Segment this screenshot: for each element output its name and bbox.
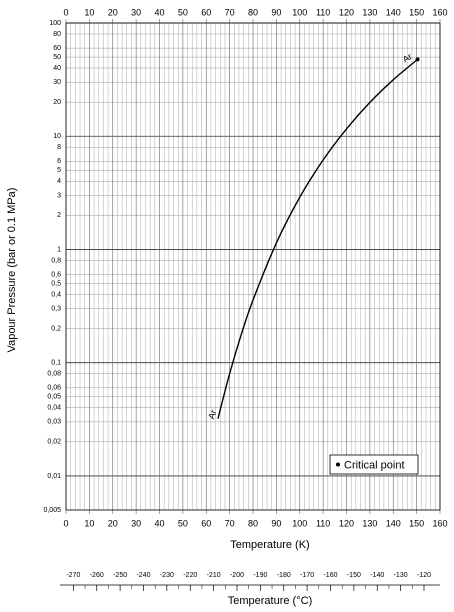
x-tick-label-top: 100: [292, 7, 307, 17]
x2-tick-label: -140: [370, 572, 384, 579]
y-tick-label: 0,5: [51, 280, 61, 287]
x-tick-label: 140: [386, 518, 401, 528]
x2-axis-title: Temperature (°C): [228, 595, 312, 607]
x2-tick-label: -260: [90, 572, 104, 579]
y-tick-label: 0,08: [47, 371, 61, 378]
y-axis-title: Vapour Pressure (bar or 0.1 MPa): [6, 188, 18, 353]
vapour-pressure-curve: [217, 58, 419, 419]
x-tick-label: 20: [108, 518, 118, 528]
x-tick-label: 50: [178, 518, 188, 528]
legend-box: [329, 454, 419, 475]
x-axis-title: Temperature (K): [230, 539, 309, 551]
y-tick-label: 100: [49, 20, 61, 27]
y-tick-label: 30: [53, 79, 61, 86]
legend-label: Critical point: [344, 459, 405, 471]
y-tick-label: 0,005: [43, 507, 61, 514]
x2-tick-label: -250: [113, 572, 127, 579]
x2-tick-label: -210: [207, 572, 221, 579]
y-tick-label: 6: [57, 158, 61, 165]
x2-tick-label: -150: [347, 572, 361, 579]
x-tick-label-top: 160: [432, 7, 447, 17]
x-tick-label: 110: [316, 518, 330, 528]
y-tick-label: 20: [53, 99, 61, 106]
x2-tick-label: -230: [160, 572, 174, 579]
x2-tick-label: -170: [300, 572, 314, 579]
y-tick-label: 50: [53, 54, 61, 61]
y-tick-label: 0,01: [47, 473, 61, 480]
x-tick-label: 130: [362, 518, 377, 528]
x-tick-label-top: 0: [63, 7, 68, 17]
x2-tick-label: -120: [417, 572, 431, 579]
y-tick-label: 0,06: [47, 385, 61, 392]
y-tick-label: 0,05: [47, 394, 61, 401]
y-tick-label: 0,8: [51, 257, 61, 264]
x-tick-label: 40: [154, 518, 164, 528]
x-tick-label-top: 130: [362, 7, 377, 17]
x-tick-label: 90: [271, 518, 281, 528]
y-tick-label: 10: [53, 133, 61, 140]
y-tick-label: 0,6: [51, 271, 61, 278]
x-tick-label: 30: [131, 518, 141, 528]
x-tick-label-top: 10: [84, 7, 94, 17]
x-tick-label-top: 50: [178, 7, 188, 17]
x-tick-label: 120: [339, 518, 354, 528]
y-tick-label: 0,1: [51, 360, 61, 367]
y-tick-label: 8: [57, 144, 61, 151]
x-tick-label: 0: [63, 518, 68, 528]
y-tick-label: 0,4: [51, 291, 61, 298]
y-tick-label: 4: [57, 178, 61, 185]
x-tick-label-top: 40: [154, 7, 164, 17]
x-tick-label-top: 70: [225, 7, 235, 17]
x-tick-label: 150: [409, 518, 424, 528]
x-tick-label: 70: [225, 518, 235, 528]
series-label: Ar: [206, 409, 218, 421]
x-tick-label-top: 20: [108, 7, 118, 17]
y-tick-label: 0,02: [47, 439, 61, 446]
x-tick-label-top: 80: [248, 7, 258, 17]
x-tick-label-top: 150: [409, 7, 424, 17]
x-tick-label: 100: [292, 518, 307, 528]
y-tick-label: 40: [53, 65, 61, 72]
y-tick-label: 0,03: [47, 419, 61, 426]
series-label: Ar: [401, 51, 414, 64]
y-tick-label: 0,3: [51, 306, 61, 313]
x-tick-label: 60: [201, 518, 211, 528]
x-tick-label: 80: [248, 518, 258, 528]
x2-tick-label: -130: [394, 572, 408, 579]
x-tick-label: 10: [84, 518, 94, 528]
x2-tick-label: -160: [323, 572, 337, 579]
x2-tick-label: -220: [183, 572, 197, 579]
x-tick-label-top: 60: [201, 7, 211, 17]
x-tick-label-top: 120: [339, 7, 354, 17]
x2-tick-label: -240: [136, 572, 150, 579]
y-tick-label: 0,04: [47, 405, 61, 412]
x-tick-label-top: 30: [131, 7, 141, 17]
plot-frame: [65, 22, 441, 511]
x2-tick-label: -200: [230, 572, 244, 579]
y-tick-label: 1: [57, 246, 61, 253]
critical-point: [415, 57, 420, 62]
y-tick-label: 80: [53, 31, 61, 38]
y-tick-label: 60: [53, 45, 61, 52]
x2-tick-label: -190: [253, 572, 267, 579]
x-tick-label: 160: [432, 518, 447, 528]
legend-marker: [336, 462, 340, 467]
y-tick-label: 2: [57, 212, 61, 219]
x2-tick-label: -270: [66, 572, 80, 579]
x2-tick-label: -180: [277, 572, 291, 579]
x-tick-label-top: 140: [386, 7, 401, 17]
x-tick-label-top: 110: [316, 7, 330, 17]
y-tick-label: 5: [57, 167, 61, 174]
y-tick-label: 0,2: [51, 325, 61, 332]
y-tick-label: 3: [57, 192, 61, 199]
x-tick-label-top: 90: [271, 7, 281, 17]
